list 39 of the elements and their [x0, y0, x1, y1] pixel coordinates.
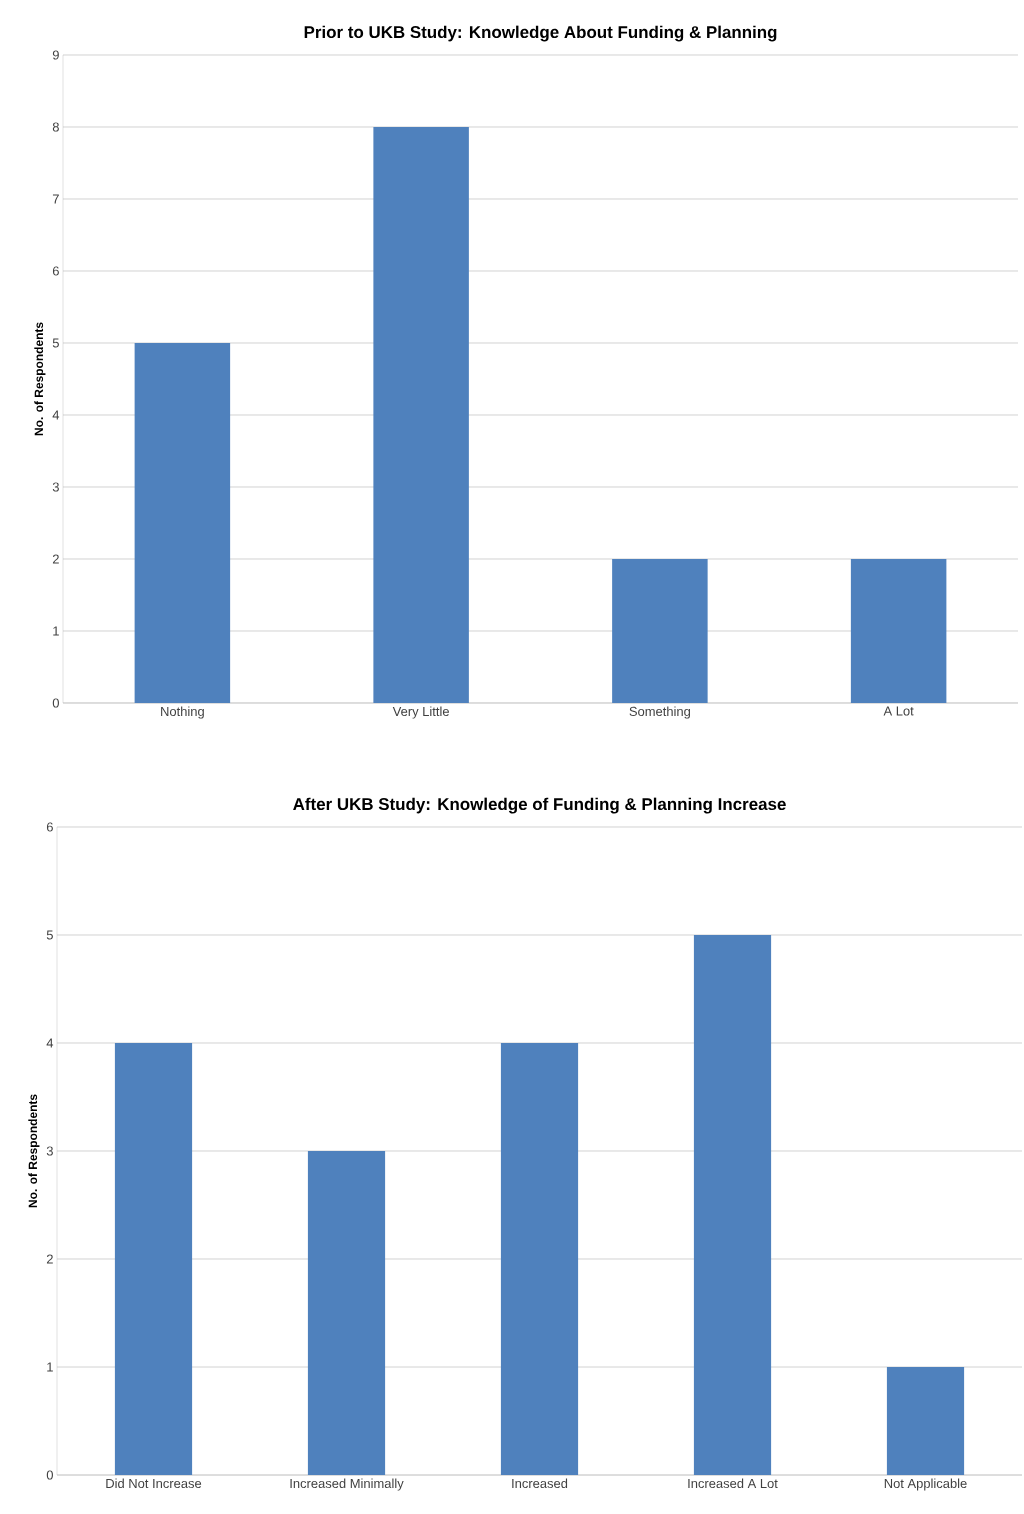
- y-tick-label: 6: [52, 266, 59, 276]
- y-tick-label: 7: [52, 194, 59, 204]
- y-tick-label: 4: [46, 1038, 54, 1048]
- bar: [850, 558, 947, 703]
- bar: [612, 558, 708, 703]
- y-tick-label: 4: [52, 410, 60, 420]
- y-tick-label: 2: [46, 1254, 53, 1264]
- x-tick-label: A Lot: [883, 706, 914, 716]
- x-tick-label: Increased A Lot: [688, 1478, 778, 1489]
- y-tick-label: 5: [46, 930, 53, 940]
- y-tick-label: 0: [46, 1470, 53, 1480]
- chart-title: After UKB Study: Knowledge of Funding & Planning Increase: [293, 797, 786, 814]
- y-tick-label: 8: [52, 122, 59, 132]
- y-tick-label: 0: [52, 698, 59, 708]
- bar: [500, 1043, 579, 1475]
- y-tick-label: 3: [46, 1146, 53, 1156]
- chart-title: Prior to UKB Study: Knowledge About Funding & Planning: [304, 25, 777, 42]
- y-axis-title: No. of Respondents: [28, 1094, 40, 1208]
- x-tick-label: Very Little: [392, 706, 449, 719]
- y-tick-label: 6: [46, 822, 53, 832]
- x-tick-label: Increased: [512, 1478, 568, 1489]
- y-tick-label: 9: [52, 50, 59, 60]
- bar: [114, 1043, 193, 1475]
- y-tick-label: 1: [53, 626, 59, 636]
- x-tick-label: Nothing: [161, 706, 204, 719]
- y-tick-label: 2: [52, 554, 59, 564]
- x-tick-label: Something: [629, 706, 690, 719]
- y-tick-label: 3: [52, 482, 59, 492]
- x-tick-label: Did Not Increase: [106, 1478, 202, 1489]
- y-axis-title: No. of Respondents: [34, 322, 46, 436]
- bar: [134, 342, 231, 703]
- bar: [373, 126, 469, 703]
- y-tick-label: 5: [52, 338, 59, 348]
- x-tick-label: Not Applicable: [884, 1478, 967, 1491]
- y-tick-label: 1: [47, 1362, 53, 1372]
- x-tick-label: Increased Minimally: [290, 1478, 404, 1491]
- bar: [886, 1367, 965, 1475]
- bar: [307, 1151, 386, 1475]
- bar: [693, 935, 772, 1475]
